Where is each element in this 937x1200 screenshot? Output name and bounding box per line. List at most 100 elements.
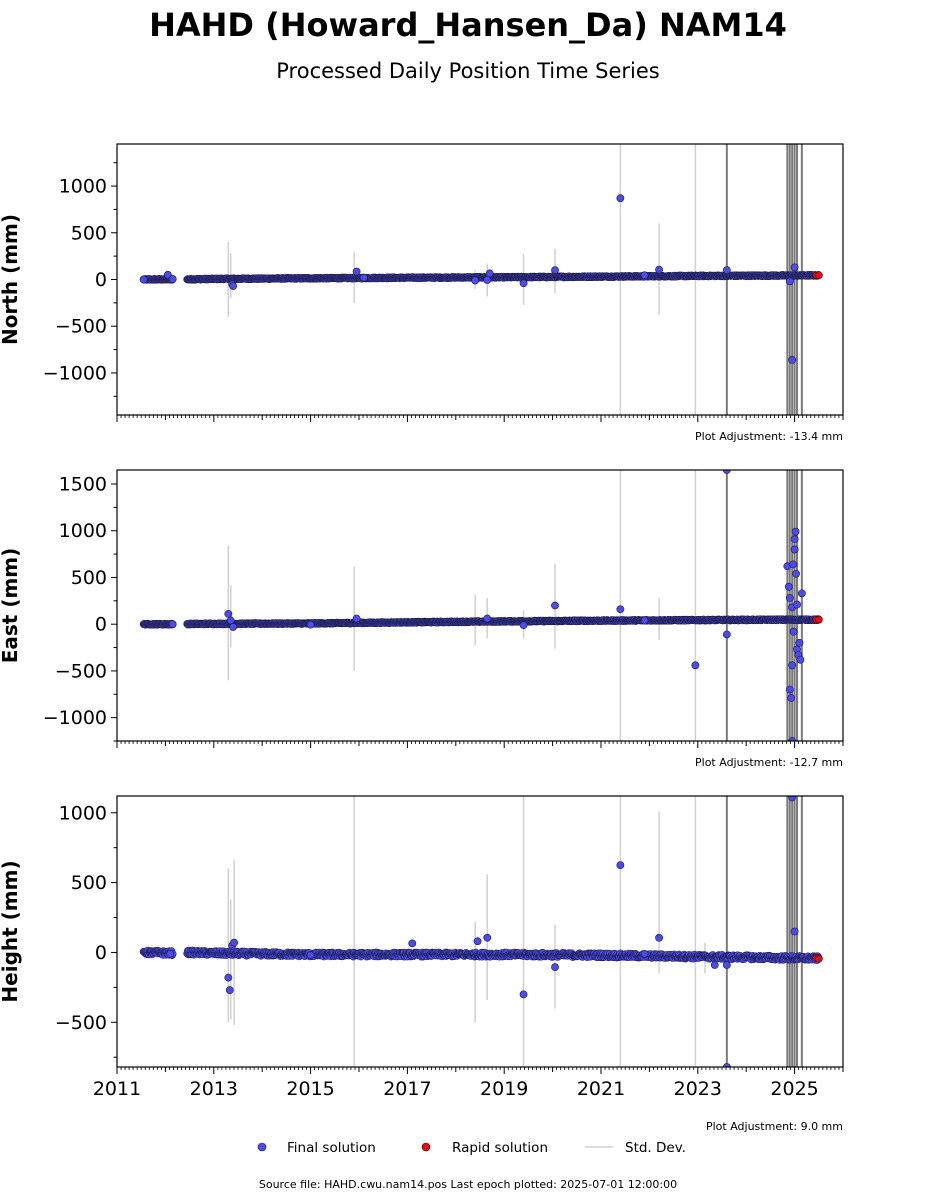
x-tick-label: 2015 xyxy=(286,1078,334,1100)
final-point xyxy=(795,638,804,647)
y-tick-label: −1000 xyxy=(43,707,107,729)
final-point xyxy=(616,605,625,614)
final-point xyxy=(168,620,177,629)
y-tick-label: −1000 xyxy=(43,362,107,384)
final-point xyxy=(791,527,800,536)
y-tick-label: 1000 xyxy=(59,176,107,198)
x-tick-label: 2017 xyxy=(383,1078,431,1100)
final-point xyxy=(168,275,177,283)
legend-std-label: Std. Dev. xyxy=(625,1140,686,1156)
final-point xyxy=(229,623,238,631)
final-point xyxy=(790,535,799,544)
final-point xyxy=(655,265,663,274)
y-tick-label: 500 xyxy=(71,222,107,244)
x-tick-label: 2023 xyxy=(674,1078,722,1100)
final-point xyxy=(616,861,625,870)
final-point xyxy=(471,276,480,285)
final-point xyxy=(359,273,368,282)
y-tick-label: 1000 xyxy=(59,520,107,542)
final-point xyxy=(785,685,794,694)
final-point xyxy=(787,694,796,702)
final-point xyxy=(722,961,731,969)
x-tick-label: 2019 xyxy=(480,1078,528,1100)
y-tick-label: 0 xyxy=(95,614,107,636)
final-point xyxy=(519,279,528,288)
final-point xyxy=(710,961,719,969)
final-point xyxy=(722,630,731,639)
rapid-point xyxy=(814,615,823,624)
final-point xyxy=(788,737,797,741)
final-point xyxy=(789,627,798,636)
final-point xyxy=(640,949,649,958)
final-point xyxy=(616,194,625,203)
y-tick-label: −500 xyxy=(55,316,107,338)
y-tick-label: −500 xyxy=(55,1012,107,1034)
final-point xyxy=(306,620,315,629)
panel-2: −500 0 500 1000 2011 2013 2015 2017 2019 2021 2023… xyxy=(0,795,844,1133)
legend-rapid-marker xyxy=(421,1142,431,1152)
source-footer: Source file: HAHD.cwu.nam14.pos Last epo… xyxy=(259,1178,677,1191)
final-point xyxy=(785,277,794,286)
final-point xyxy=(788,661,797,670)
final-point xyxy=(485,269,494,278)
y-tick-label: 500 xyxy=(71,567,107,589)
final-point xyxy=(230,938,239,947)
final-point xyxy=(225,986,234,995)
final-point xyxy=(785,594,794,602)
legend: Final solution Rapid solution Std. Dev. xyxy=(257,1140,686,1156)
final-point xyxy=(788,355,797,364)
y-tick-label: 0 xyxy=(95,269,107,291)
final-point xyxy=(797,589,806,598)
final-point xyxy=(722,266,731,275)
y-tick-label: −500 xyxy=(55,660,107,682)
final-point xyxy=(784,582,793,591)
final-point xyxy=(722,1063,731,1067)
final-point xyxy=(640,271,649,280)
final-point xyxy=(352,614,361,623)
plot-adjustment: Plot Adjustment: -13.4 mm xyxy=(695,430,843,443)
final-point xyxy=(483,933,492,942)
final-point xyxy=(691,661,700,670)
final-point xyxy=(229,282,238,290)
final-point xyxy=(793,600,801,609)
final-point xyxy=(483,276,492,284)
legend-final-marker xyxy=(257,1142,267,1152)
figure-subtitle: Processed Daily Position Time Series xyxy=(276,59,660,83)
x-tick-label: 2021 xyxy=(577,1078,625,1100)
final-point xyxy=(790,927,799,936)
y-tick-label: 500 xyxy=(71,872,107,894)
x-tick-label: 2013 xyxy=(190,1078,238,1100)
final-point xyxy=(226,616,235,625)
rapid-point xyxy=(814,271,823,280)
final-point xyxy=(551,963,559,972)
final-point xyxy=(796,655,805,664)
final-point xyxy=(789,560,798,569)
figure-title: HAHD (Howard_Hansen_Da) NAM14 xyxy=(149,6,787,44)
y-axis-label: Height (mm) xyxy=(0,860,22,1002)
final-point xyxy=(519,621,528,630)
final-point xyxy=(306,951,315,960)
y-axis-label: East (mm) xyxy=(0,548,22,664)
final-point xyxy=(224,610,233,618)
final-point xyxy=(792,569,800,578)
final-point xyxy=(408,939,417,948)
final-point xyxy=(551,266,559,275)
plot-area xyxy=(139,796,823,1067)
final-point xyxy=(352,267,361,276)
panel-frame xyxy=(116,469,844,742)
panel-frame xyxy=(116,795,844,1068)
final-point xyxy=(640,616,649,625)
final-point xyxy=(551,601,559,610)
legend-final-label: Final solution xyxy=(287,1140,376,1156)
plot-adjustment: Plot Adjustment: -12.7 mm xyxy=(695,756,843,769)
final-point xyxy=(483,614,492,623)
rapid-point xyxy=(814,954,823,963)
x-tick-label: 2011 xyxy=(93,1078,141,1100)
panel-1: −1000 −500 0 500 1000 1500 East (mm) Plot Adjus… xyxy=(0,469,844,769)
final-point xyxy=(139,275,148,284)
final-point xyxy=(788,796,797,802)
final-point xyxy=(166,949,175,958)
panel-0: −1000 −500 0 500 1000 North (mm) Plot Adjustme… xyxy=(0,143,844,443)
x-tick-label: 2025 xyxy=(770,1078,818,1100)
